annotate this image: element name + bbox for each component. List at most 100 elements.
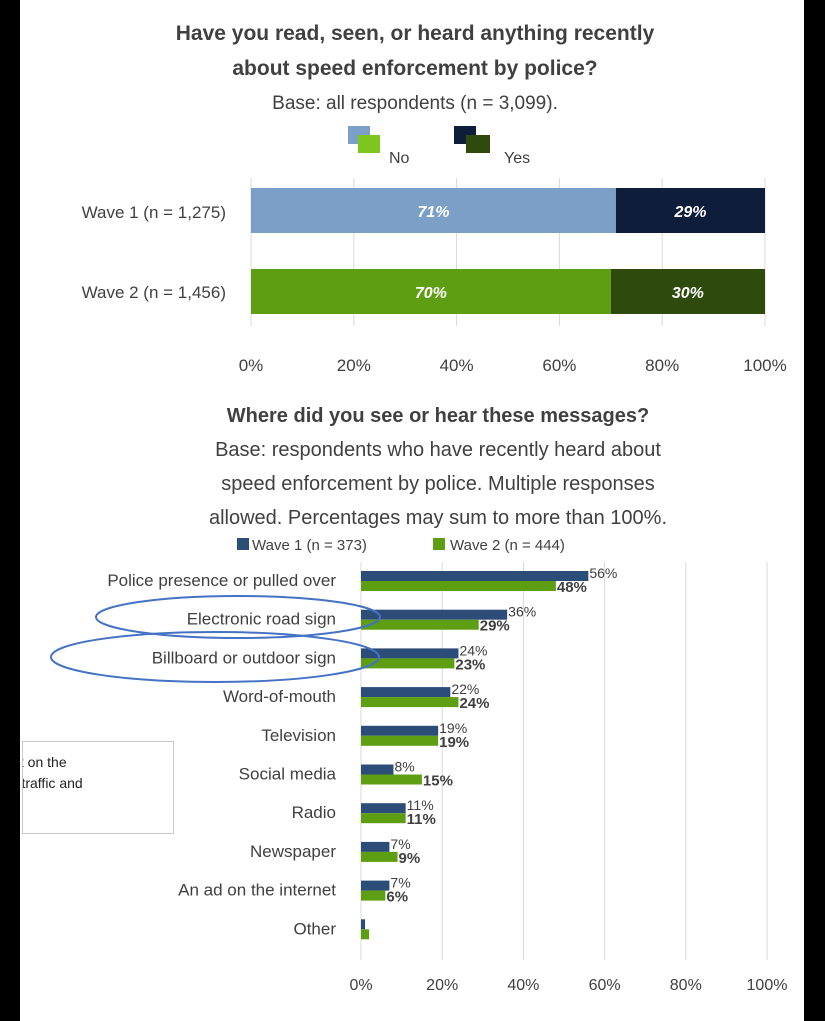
legend-yes-label: Yes <box>504 150 530 167</box>
chart2-xtick: 100% <box>747 977 788 994</box>
chart2-bar-wave2 <box>361 658 455 669</box>
chart1-title-line1: Have you read, seen, or heard anything r… <box>176 22 655 45</box>
chart1-data-labels: 71% 29% 70% 30% <box>415 204 707 302</box>
chart2-bar-wave1 <box>361 803 406 814</box>
highlight-ellipse-electronic-road-sign <box>95 595 381 639</box>
chart2-legend-wave1-label: Wave 1 (n = 373) <box>252 537 367 554</box>
chart1-bars <box>251 188 765 314</box>
chart2-label-wave1: 11% <box>407 797 434 813</box>
chart1-xtick-0: 0% <box>239 356 264 375</box>
chart2-label-wave1: 56% <box>589 565 617 581</box>
chart2-bar-wave1 <box>361 609 508 620</box>
chart2-xtick: 80% <box>670 977 702 994</box>
chart2-label-wave1: 8% <box>394 759 414 775</box>
chart2-label-wave2: 15% <box>423 773 453 790</box>
chart2-category-label: Social media <box>239 765 337 784</box>
chart1-label-wave2-yes: 30% <box>672 285 704 302</box>
chart2-categories: Police presence or pulled over Electronic… <box>107 571 336 938</box>
chart1-xtick-100: 100% <box>743 356 786 375</box>
chart2-legend-wave2-swatch <box>433 538 445 550</box>
chart2-bar-wave1 <box>361 880 390 891</box>
chart2-subtitle-line1: Base: respondents who have recently hear… <box>215 439 661 461</box>
chart2-bar-wave1 <box>361 841 390 852</box>
chart2-bar-wave2 <box>361 929 370 940</box>
chart2-label-wave1: 24% <box>459 642 487 658</box>
chart2-label-wave1: 7% <box>390 875 410 891</box>
chart2-bar-wave2 <box>361 697 459 708</box>
chart2-xtick: 40% <box>507 977 539 994</box>
callout-line-1: aw it on the <box>23 754 67 770</box>
chart2-bar-wave1 <box>361 571 589 581</box>
chart2-label-wave2: 29% <box>480 618 510 635</box>
chart1-xtick-20: 20% <box>337 356 371 375</box>
chart1-legend-no: No <box>348 126 410 167</box>
chart1: Have you read, seen, or heard anything r… <box>82 22 787 375</box>
chart2-label-wave1: 22% <box>451 681 479 697</box>
chart2-bar-wave1 <box>361 919 366 930</box>
chart1-legend-yes: Yes <box>454 126 530 167</box>
chart1-category-wave1: Wave 1 (n = 1,275) <box>82 203 226 222</box>
chart2-bar-wave2 <box>361 581 556 591</box>
chart2-category-label: Other <box>293 919 336 938</box>
chart2-label-wave1: 19% <box>439 720 467 736</box>
chart1-bar-wave2-no <box>251 269 611 314</box>
chart1-legend: No Yes <box>348 126 530 167</box>
chart2-xtick: 20% <box>426 977 458 994</box>
chart2-category-label: Radio <box>292 803 336 822</box>
chart2-bar-wave2 <box>361 735 439 746</box>
chart1-xtick-40: 40% <box>440 356 474 375</box>
chart2-subtitle-line3: allowed. Percentages may sum to more tha… <box>209 507 667 529</box>
callout-line-2: sed traffic and <box>22 775 83 791</box>
chart1-bar-wave2-yes <box>610 269 765 314</box>
chart2-category-label: An ad on the internet <box>178 881 336 900</box>
chart2-label-wave1: 7% <box>390 836 410 852</box>
chart2-bar-wave2 <box>361 774 422 785</box>
chart1-label-wave2-no: 70% <box>415 285 447 302</box>
chart2-bar-wave1 <box>361 725 439 736</box>
chart2-bar-wave2 <box>361 619 479 630</box>
chart1-title-line2: about speed enforcement by police? <box>232 57 597 80</box>
chart2-bar-wave1 <box>361 764 394 775</box>
chart2-subtitle-line2: speed enforcement by police. Multiple re… <box>221 473 655 495</box>
chart2-category-label: Word-of-mouth <box>223 687 336 706</box>
chart1-x-ticks: 0% 20% 40% 60% 80% 100% <box>239 356 787 375</box>
chart2-category-label: Billboard or outdoor sign <box>152 648 336 667</box>
chart2-bar-wave2 <box>361 851 398 862</box>
chart2-label-wave2: 19% <box>439 734 469 751</box>
chart2-category-label: Police presence or pulled over <box>107 571 336 590</box>
chart2-bars <box>361 571 589 940</box>
chart1-categories: Wave 1 (n = 1,275) Wave 2 (n = 1,456) <box>82 203 226 302</box>
chart2-bar-wave2 <box>361 813 406 824</box>
highlight-ellipse-billboard <box>50 631 380 683</box>
chart2-xtick: 0% <box>349 977 372 994</box>
chart2-label-wave2: 24% <box>459 695 489 712</box>
chart2-bar-wave1 <box>361 648 459 659</box>
chart1-label-wave1-yes: 29% <box>673 204 706 221</box>
chart1-bar-wave1-no <box>251 188 616 233</box>
partial-callout-box: aw it on the sed traffic and <box>22 741 174 834</box>
chart2-x-ticks: 0% 20% 40% 60% 80% 100% <box>349 977 787 994</box>
chart2-label-wave2: 11% <box>407 811 436 828</box>
chart1-xtick-80: 80% <box>645 356 679 375</box>
chart2-legend-wave1-swatch <box>237 538 249 550</box>
chart2-label-wave2: 23% <box>455 656 485 673</box>
chart2-category-label: Electronic road sign <box>187 610 336 629</box>
chart1-category-wave2: Wave 2 (n = 1,456) <box>82 283 226 302</box>
chart2-title: Where did you see or hear these messages… <box>227 405 649 427</box>
chart1-bar-wave1-yes <box>615 188 765 233</box>
chart2-xtick: 60% <box>589 977 621 994</box>
chart1-label-wave1-no: 71% <box>417 204 449 221</box>
chart2-label-wave2: 9% <box>399 850 421 867</box>
legend-no-label: No <box>389 150 410 167</box>
chart2-category-label: Newspaper <box>250 842 336 861</box>
chart2-label-wave2: 6% <box>386 889 408 906</box>
chart2-label-wave1: 36% <box>508 604 536 620</box>
chart2-bar-wave2 <box>361 890 386 901</box>
chart2-bar-wave1 <box>361 687 451 698</box>
figure-background <box>20 0 804 1021</box>
legend-no-swatch-wave2 <box>358 135 380 153</box>
chart2-legend: Wave 1 (n = 373) Wave 2 (n = 444) <box>237 537 565 554</box>
legend-yes-swatch-wave2 <box>466 135 490 153</box>
chart1-subtitle: Base: all respondents (n = 3,099). <box>272 93 558 114</box>
